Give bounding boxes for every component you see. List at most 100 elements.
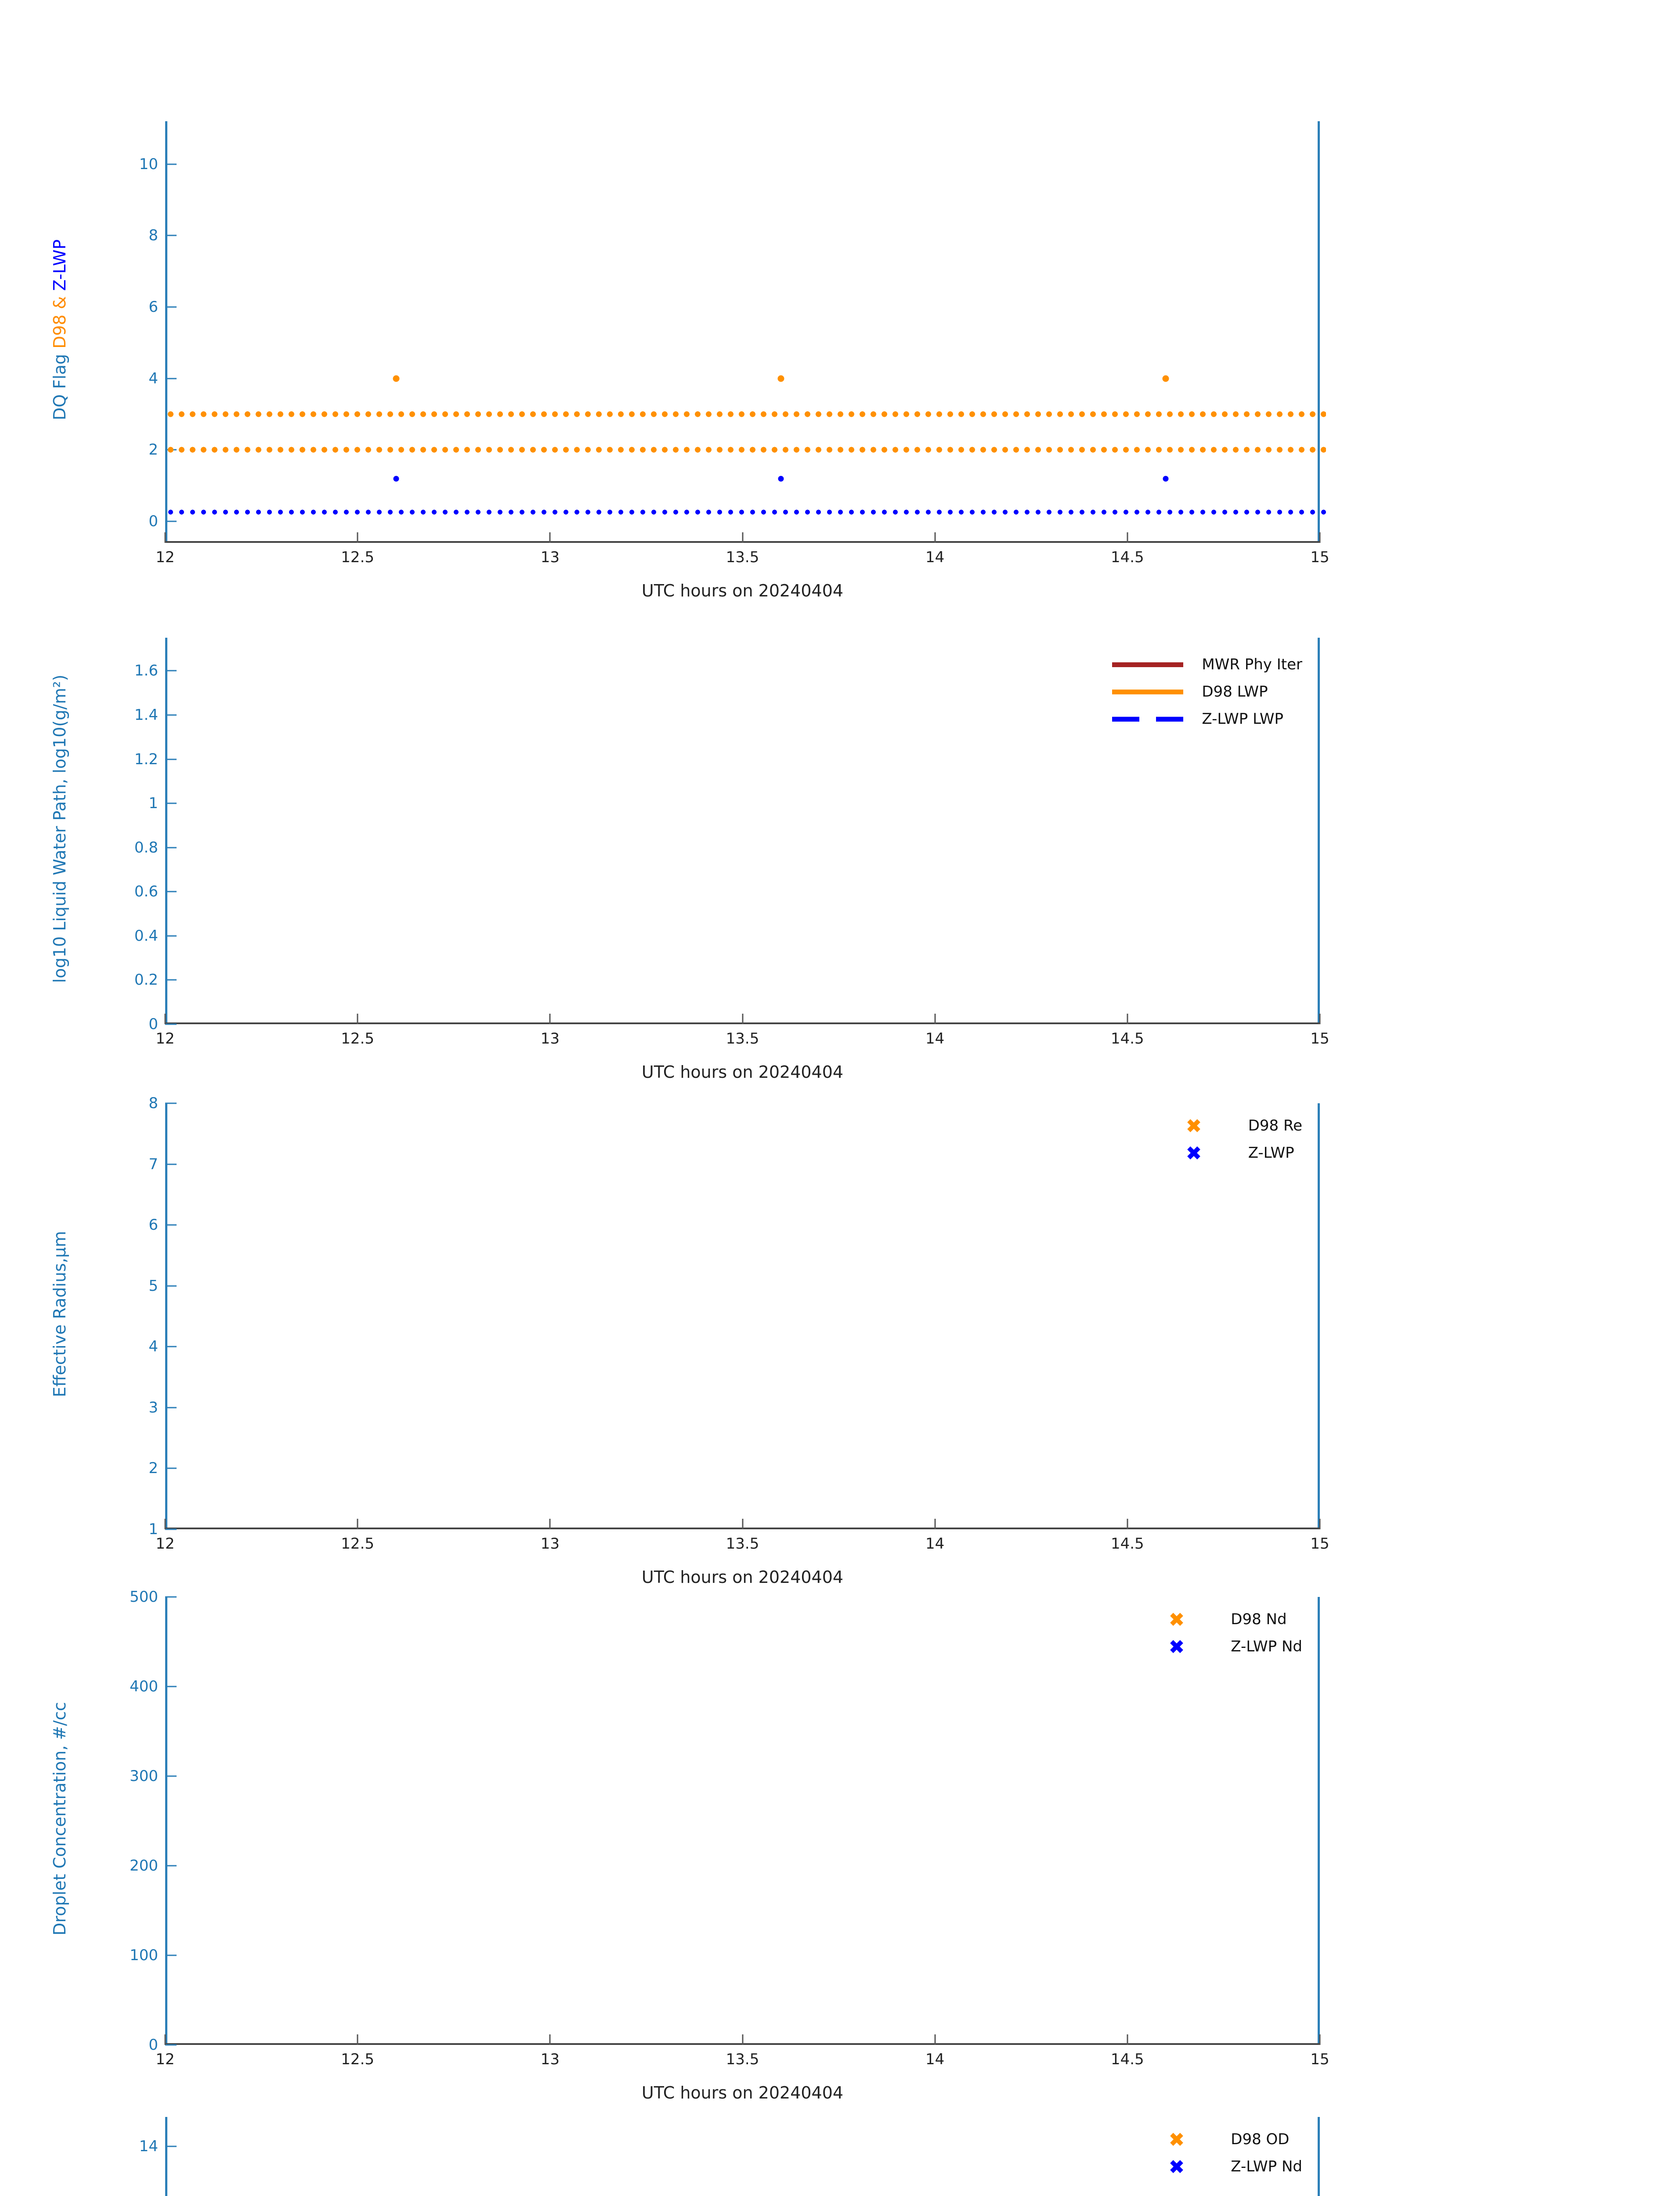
legend-label: D98 LWP: [1202, 683, 1268, 701]
x-tick: [1127, 532, 1128, 543]
x-axis-label-panel-lwp: UTC hours on 20240404: [641, 1062, 844, 1082]
y-tick: [165, 2145, 177, 2147]
y-tick-label: 0.8: [134, 838, 158, 856]
x-tick-label: 13.5: [726, 1535, 759, 1553]
x-tick: [357, 1519, 358, 1529]
x-tick-label: 12.5: [341, 2051, 375, 2068]
legend-label: MWR Phy Iter: [1202, 656, 1302, 673]
y-tick: [165, 935, 177, 937]
legend-row: Z-LWP Nd: [1138, 1633, 1302, 1660]
x-tick-label: 13.5: [726, 2051, 759, 2068]
legend-x-marker-icon: [1187, 1119, 1200, 1132]
y-tick: [165, 714, 177, 716]
x-tick-label: 13.5: [726, 549, 759, 566]
legend-row: Z-LWP LWP: [1109, 705, 1302, 733]
legend-key: [1138, 2133, 1215, 2146]
x-axis-label-panel-effective-radius: UTC hours on 20240404: [641, 1568, 844, 1587]
right-spine: [1318, 1597, 1320, 2045]
y-tick-label: 100: [130, 1947, 158, 1964]
y-tick: [165, 306, 177, 308]
y-tick-label: 4: [148, 369, 158, 387]
y-axis-label-panel-effective-radius: Effective Radius,μm: [50, 1231, 69, 1398]
plot-area-panel-lwp: 0 0.2 0.4 0.6 0.8 1 1.2 1.4 1.6 12 12.5 13 13.5 14 14.…: [134, 638, 1330, 1046]
x-tick: [357, 1014, 358, 1024]
data-point: [1163, 476, 1169, 482]
data-point: [1162, 375, 1169, 382]
y-tick-label: 1.2: [134, 750, 158, 768]
y-tick-label: 500: [130, 1588, 158, 1606]
x-tick-label: 14.5: [1110, 2051, 1144, 2068]
x-tick: [1319, 1014, 1321, 1024]
legend-panel-effective-radius: D98 Re Z-LWP: [1156, 1112, 1302, 1167]
y-tick: [165, 758, 177, 760]
y-tick: [165, 1285, 177, 1287]
y-tick: [165, 1163, 177, 1165]
x-tick-label: 13: [540, 1535, 560, 1553]
x-tick: [1319, 1519, 1321, 1529]
x-tick: [549, 1519, 551, 1529]
y-axis-spine: [165, 2117, 167, 2196]
x-tick: [1127, 2034, 1128, 2045]
y-tick-label: 6: [148, 298, 158, 316]
legend-key: [1138, 1640, 1215, 1653]
y-axis-label-panel-optical-depth: Optical Depth: [51, 2115, 68, 2196]
x-tick: [742, 1014, 743, 1024]
y-tick-label: 1: [148, 795, 158, 813]
y-tick-label: 14: [139, 2137, 158, 2155]
y-axis-spine: [165, 638, 167, 1024]
y-tick: [165, 1023, 177, 1025]
legend-dash-swatch: [1112, 716, 1183, 722]
legend-row: D98 Nd: [1138, 1606, 1302, 1633]
y-tick: [165, 1102, 177, 1104]
y-tick-label: 1.4: [134, 706, 158, 724]
legend-row: Z-LWP: [1156, 1139, 1302, 1167]
y-tick-label: 1: [148, 1521, 158, 1538]
legend-label: Z-LWP LWP: [1202, 710, 1284, 728]
data-point: [777, 375, 784, 382]
legend-label: Z-LWP Nd: [1231, 2158, 1302, 2175]
y-tick: [165, 1596, 177, 1598]
x-tick-label: 14.5: [1110, 1030, 1144, 1047]
y-tick: [165, 1775, 177, 1777]
x-tick-label: 12.5: [341, 1030, 375, 1047]
x-tick-label: 14: [925, 1030, 945, 1047]
legend-key: [1138, 1613, 1215, 1626]
legend-x-marker-icon: [1187, 1146, 1200, 1159]
x-tick-label: 12: [155, 549, 175, 566]
y-tick-label: 4: [148, 1338, 158, 1356]
x-tick-label: 12.5: [341, 1535, 375, 1553]
plot-area-panel-dq-flag: 0 2 4 6 8 10 12 12.5 13 13.5 14 14.5 15: [139, 121, 1330, 565]
x-tick: [1127, 1014, 1128, 1024]
y-tick-label: 0: [148, 1015, 158, 1033]
right-spine: [1318, 121, 1320, 543]
y-axis-label-segment: Z-LWP: [50, 239, 69, 291]
x-tick: [549, 532, 551, 543]
x-tick: [934, 532, 936, 543]
x-tick-label: 15: [1310, 549, 1330, 566]
legend-label: D98 OD: [1231, 2131, 1290, 2148]
x-tick-label: 13: [540, 2051, 560, 2068]
y-tick: [165, 1346, 177, 1347]
y-tick-label: 0: [148, 2036, 158, 2054]
y-axis-spine: [165, 1597, 167, 2045]
y-tick: [165, 2044, 177, 2046]
series-line-1: [165, 447, 1326, 453]
x-tick-label: 14.5: [1110, 1535, 1144, 1553]
y-tick-label: 3: [148, 1398, 158, 1416]
y-tick: [165, 1528, 177, 1530]
legend-row: D98 Re: [1156, 1112, 1302, 1139]
right-spine: [1318, 638, 1320, 1024]
y-tick-label: 6: [148, 1216, 158, 1234]
y-tick: [165, 847, 177, 849]
y-axis-spine: [165, 1103, 167, 1529]
plot-area-panel-effective-radius: 1 2 3 4 5 6 7 8 12 12.5 13 13.5 14 14.5 15 D98 Re Z-LWP: [148, 1096, 1329, 1551]
y-tick-label: 10: [139, 155, 158, 173]
right-spine: [1318, 2117, 1320, 2196]
y-tick-label: 300: [130, 1767, 158, 1785]
y-tick-label: 200: [130, 1857, 158, 1875]
right-spine: [1318, 1103, 1320, 1529]
